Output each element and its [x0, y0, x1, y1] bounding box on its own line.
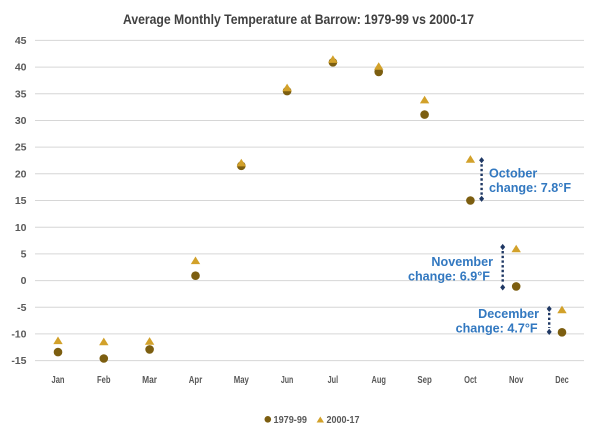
svg-text:10: 10 [15, 222, 27, 234]
svg-text:November: November [431, 255, 493, 269]
svg-text:Nov: Nov [509, 374, 524, 386]
svg-text:45: 45 [15, 35, 27, 47]
svg-text:-15: -15 [11, 355, 26, 367]
svg-text:Apr: Apr [189, 374, 203, 386]
svg-text:5: 5 [21, 249, 27, 261]
svg-text:May: May [234, 374, 249, 386]
svg-text:October: October [489, 167, 537, 181]
svg-text:35: 35 [15, 88, 27, 100]
svg-text:Oct: Oct [464, 374, 477, 386]
svg-text:change: 4.7°F: change: 4.7°F [456, 321, 538, 335]
svg-text:Average Monthly Temperature at: Average Monthly Temperature at Barrow: 1… [123, 12, 474, 27]
svg-text:-5: -5 [17, 302, 26, 314]
svg-text:Dec: Dec [555, 374, 569, 386]
svg-text:change: 6.9°F: change: 6.9°F [408, 270, 490, 284]
svg-text:change: 7.8°F: change: 7.8°F [489, 181, 571, 195]
svg-text:-10: -10 [11, 329, 26, 341]
svg-text:20: 20 [15, 168, 27, 180]
svg-text:Jan: Jan [52, 374, 65, 386]
svg-text:2000-17: 2000-17 [327, 414, 360, 426]
svg-text:Mar: Mar [142, 374, 157, 386]
svg-text:15: 15 [15, 195, 27, 207]
svg-text:Feb: Feb [97, 374, 111, 386]
svg-text:1979-99: 1979-99 [274, 414, 308, 426]
svg-text:0: 0 [21, 275, 27, 287]
svg-text:30: 30 [15, 115, 27, 127]
svg-text:25: 25 [15, 142, 27, 154]
svg-text:December: December [478, 307, 539, 321]
svg-text:Sep: Sep [417, 374, 432, 386]
svg-text:Jun: Jun [281, 374, 294, 386]
svg-text:40: 40 [15, 62, 27, 74]
svg-text:Aug: Aug [371, 374, 386, 386]
svg-text:Jul: Jul [328, 374, 339, 386]
